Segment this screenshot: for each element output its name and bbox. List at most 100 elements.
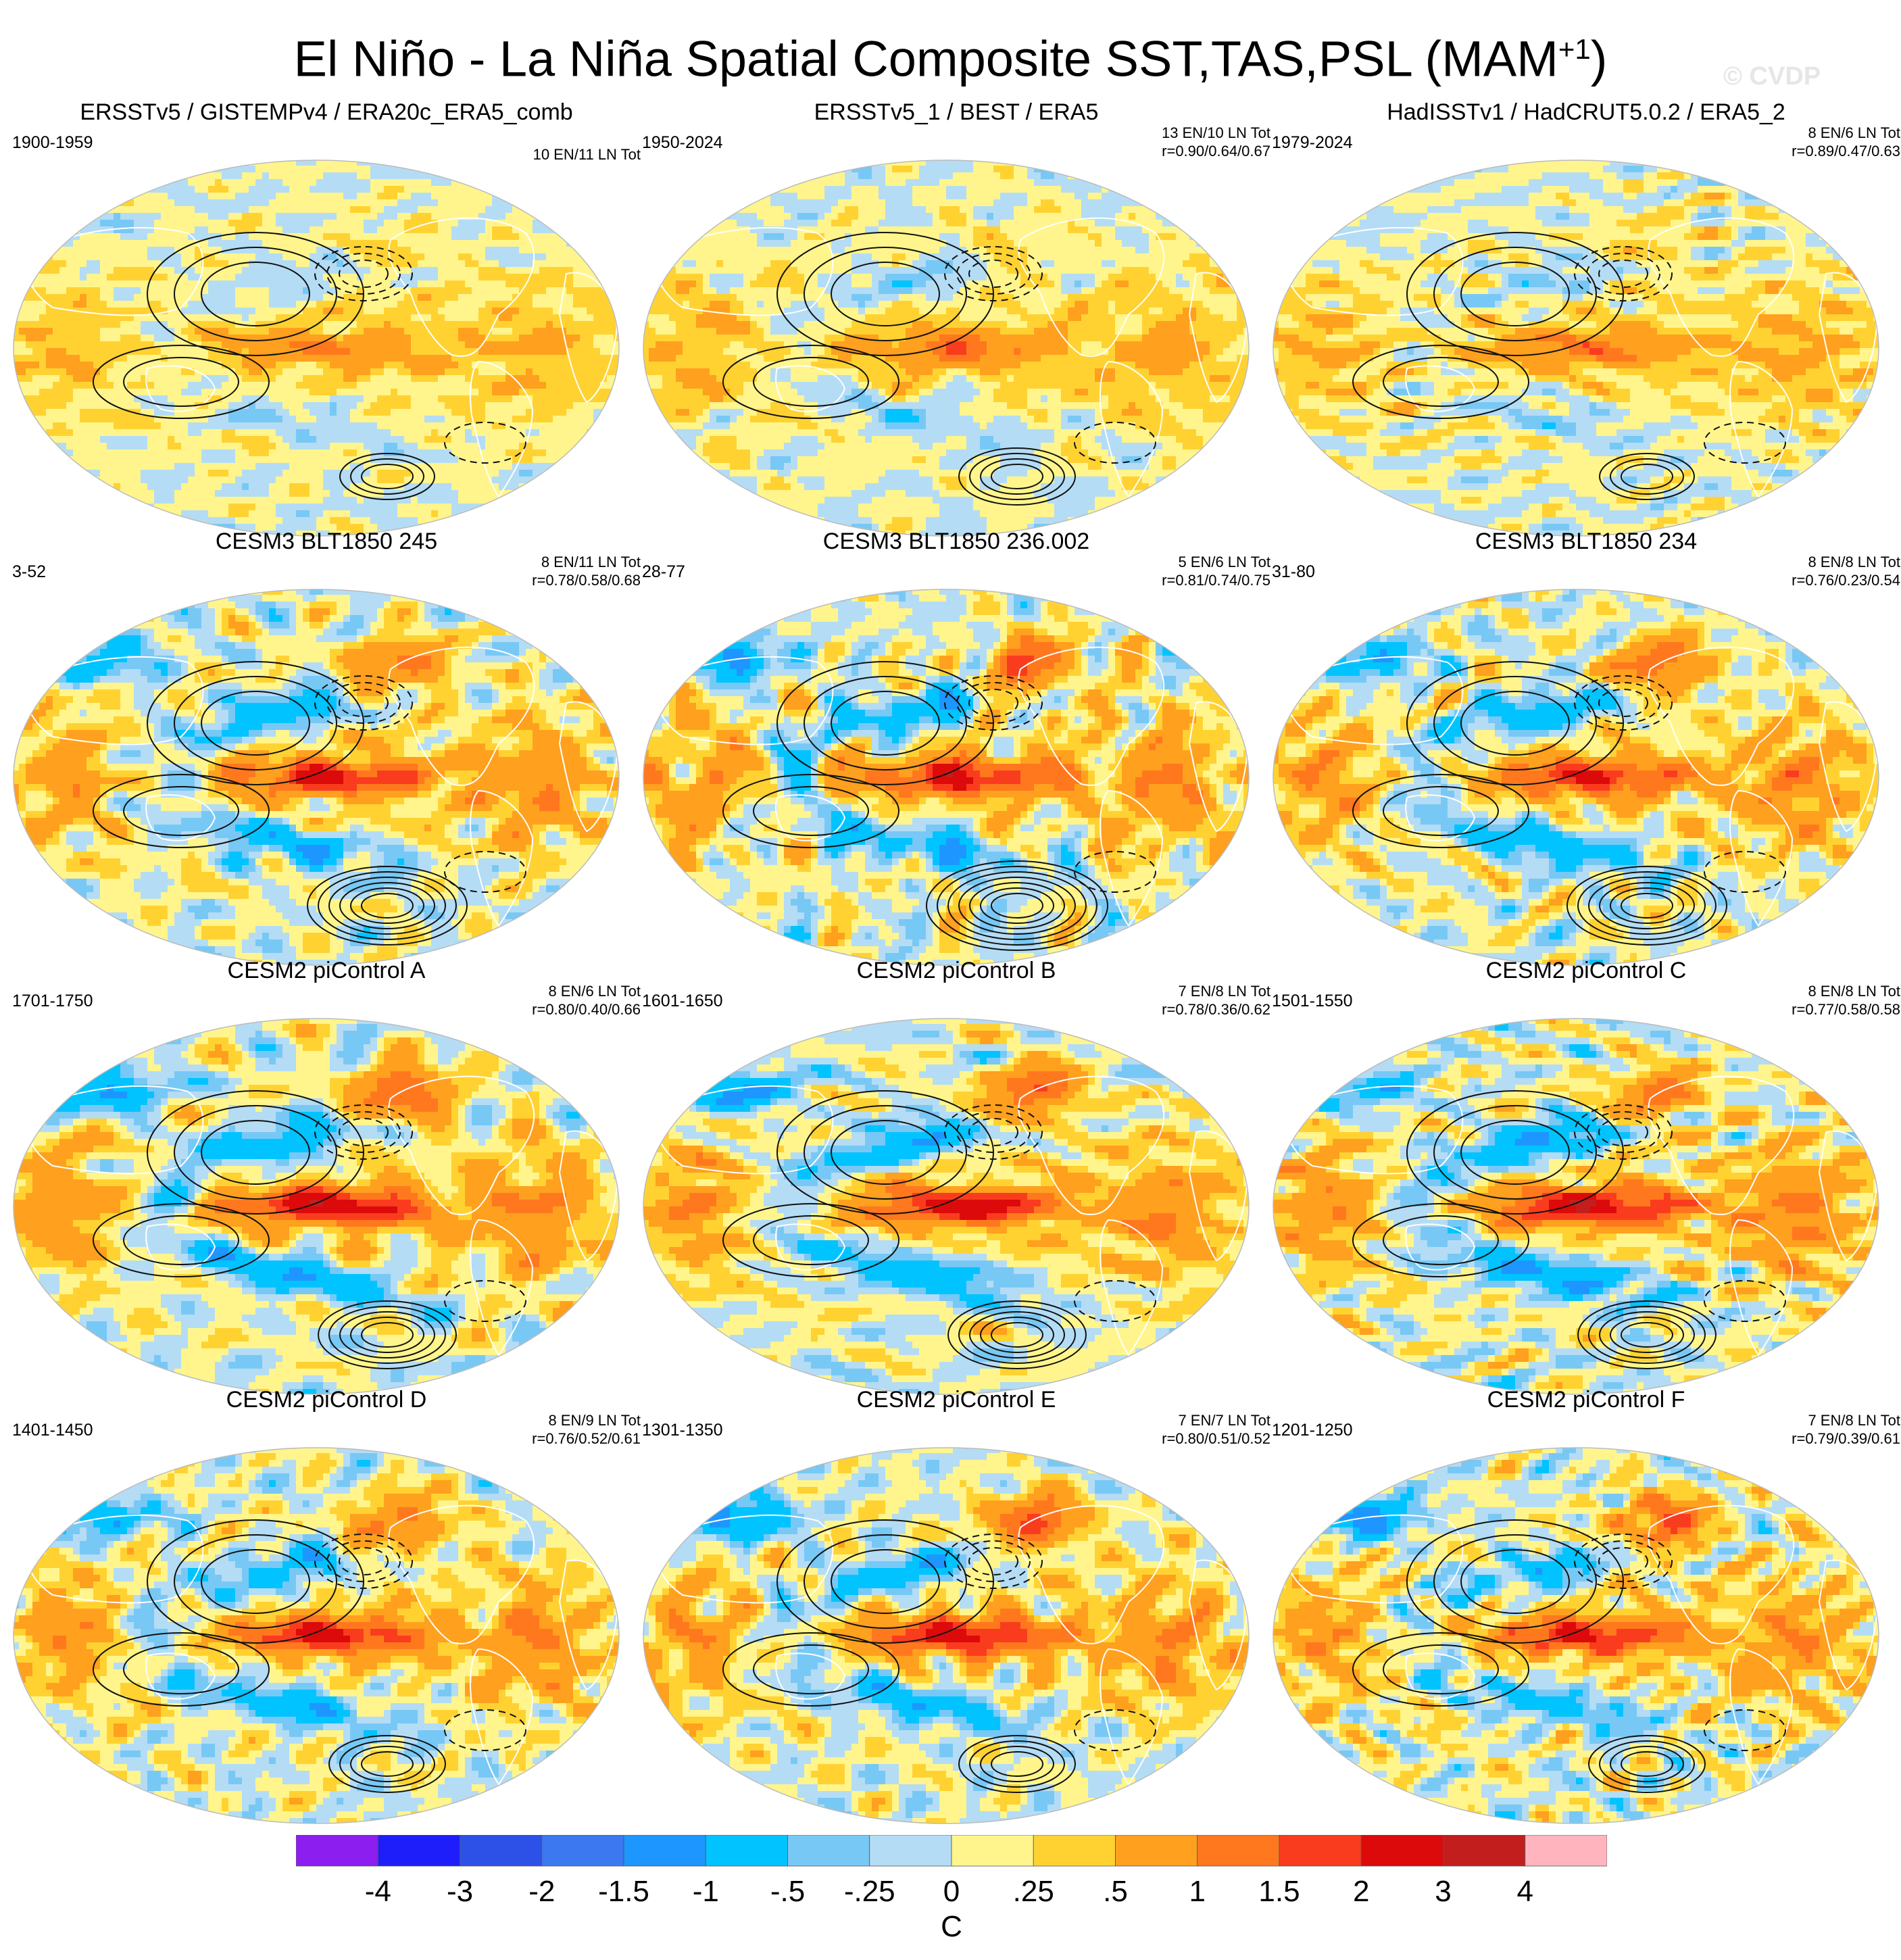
sst-shading (14, 160, 619, 536)
panel-counts: 8 EN/9 LN Tot r=0.76/0.52/0.61 (532, 1411, 641, 1448)
psl-contour (314, 1534, 413, 1589)
coastline (1284, 656, 1464, 745)
psl-contour (1598, 1547, 1648, 1575)
psl-contour (1574, 1104, 1673, 1160)
map-plot (13, 160, 620, 537)
psl-contour (361, 1322, 414, 1348)
map-panel: CESM2 piControl B 1601-1650 7 EN/8 LN Tot r… (642, 956, 1270, 1402)
colorbar-swatch (1443, 1835, 1526, 1867)
panel-event-count: 13 EN/10 LN Tot (1162, 124, 1270, 142)
colorbar-tick-label: .25 (1013, 1875, 1054, 1908)
psl-contour (1704, 422, 1786, 464)
map-outline (643, 1447, 1250, 1824)
sst-shading (1273, 589, 1879, 965)
map-plot (1273, 589, 1879, 966)
colorbar-tick-label: -4 (365, 1875, 391, 1908)
psl-contour (1383, 1644, 1499, 1694)
psl-contours (93, 1090, 526, 1369)
psl-contours (722, 1519, 1156, 1793)
psl-contour (956, 253, 1031, 295)
psl-contour (804, 1534, 967, 1629)
psl-contour (1574, 1534, 1673, 1589)
psl-contour (1574, 675, 1673, 731)
colorbar-tick-label: -.25 (844, 1875, 895, 1908)
panel-period: 1601-1650 (642, 991, 723, 1011)
coastlines (1284, 1504, 1878, 1786)
psl-contour (1598, 1118, 1648, 1146)
colorbar-tick-label: .5 (1103, 1875, 1128, 1908)
psl-contour (776, 1090, 994, 1215)
psl-contour (328, 877, 446, 935)
coastline (1818, 1559, 1878, 1691)
psl-contour (722, 345, 899, 419)
panel-correlation: r=0.81/0.74/0.75 (1162, 571, 1270, 589)
sst-shading (643, 160, 1249, 536)
map-outline (13, 1447, 620, 1824)
watermark: © CVDP (1723, 62, 1821, 91)
sst-shading (1273, 1448, 1879, 1823)
map-outline (643, 589, 1250, 966)
psl-contour (1352, 1203, 1529, 1277)
psl-contour (123, 357, 239, 407)
main-title-superscript: +1 (1558, 33, 1591, 65)
coastline (388, 217, 535, 357)
panel-period: 1301-1350 (642, 1421, 723, 1440)
map-plot (13, 589, 620, 966)
psl-contour (1598, 260, 1648, 288)
panel-counts: 8 EN/6 LN Tot r=0.80/0.40/0.66 (532, 982, 641, 1019)
map-outline (1273, 1018, 1879, 1395)
psl-contour (1610, 1317, 1684, 1353)
coastlines (24, 217, 618, 498)
coastline (1188, 701, 1248, 833)
psl-contour (201, 691, 310, 756)
coastline (1648, 646, 1795, 786)
psl-contour (1621, 1322, 1673, 1348)
psl-contour (947, 1300, 1087, 1369)
psl-contour (444, 422, 526, 464)
colorbar-swatch (1115, 1835, 1198, 1867)
psl-contours (1352, 1519, 1786, 1793)
panel-correlation: r=0.76/0.23/0.54 (1792, 571, 1900, 589)
psl-contour (956, 682, 1031, 724)
panel-correlation: r=0.80/0.51/0.52 (1162, 1429, 1270, 1448)
psl-contour (318, 871, 457, 940)
panel-correlation: r=0.90/0.64/0.67 (1162, 142, 1270, 160)
coastline (1018, 1075, 1165, 1215)
psl-contour (307, 866, 468, 946)
colorbar: -4 -3 -2 -1.5 -1 -.5 -.25 0 .25 .5 1 1.5 2 3 4 C (296, 1835, 1607, 1943)
panel-correlation: r=0.89/0.47/0.63 (1792, 142, 1900, 160)
map-panel: CESM2 piControl E 1301-1350 7 EN/7 LN Tot r… (642, 1386, 1270, 1832)
psl-contour (444, 1709, 526, 1751)
psl-contour (1610, 1746, 1684, 1782)
coastline (1188, 1559, 1248, 1691)
psl-contour (1352, 1632, 1529, 1707)
panel-counts: 7 EN/7 LN Tot r=0.80/0.51/0.52 (1162, 1411, 1270, 1448)
psl-contour (980, 887, 1054, 924)
panel-period: 31-80 (1272, 562, 1315, 582)
psl-contour (174, 1105, 337, 1200)
psl-contour (1599, 1311, 1695, 1358)
coastlines (1284, 1075, 1878, 1356)
psl-contour (968, 689, 1018, 717)
panel-counts: 8 EN/6 LN Tot r=0.89/0.47/0.63 (1792, 124, 1900, 160)
map-panel: ERSSTv5 / GISTEMPv4 / ERA20c_ERA5_comb 19… (12, 98, 641, 544)
psl-contour (944, 675, 1043, 731)
psl-contour (361, 893, 414, 918)
psl-contour (93, 345, 270, 419)
psl-contour (1621, 1751, 1673, 1777)
psl-contour (326, 253, 401, 295)
map-plot (643, 1447, 1250, 1824)
panel-title: HadISSTv1 / HadCRUT5.0.2 / ERA5_2 (1272, 98, 1900, 126)
psl-contour (1433, 1105, 1597, 1200)
psl-contour (956, 1540, 1031, 1582)
psl-contour (969, 1740, 1065, 1788)
map-outline (13, 589, 620, 966)
sst-shading (14, 1448, 619, 1823)
main-title: El Niño - La Niña Spatial Composite SST,… (0, 19, 1901, 90)
coastline (1729, 1648, 1794, 1786)
colorbar-swatch (1197, 1835, 1280, 1867)
psl-contour (147, 661, 364, 785)
psl-contours (93, 232, 526, 500)
coastline (1284, 227, 1464, 316)
coastline (24, 656, 204, 745)
